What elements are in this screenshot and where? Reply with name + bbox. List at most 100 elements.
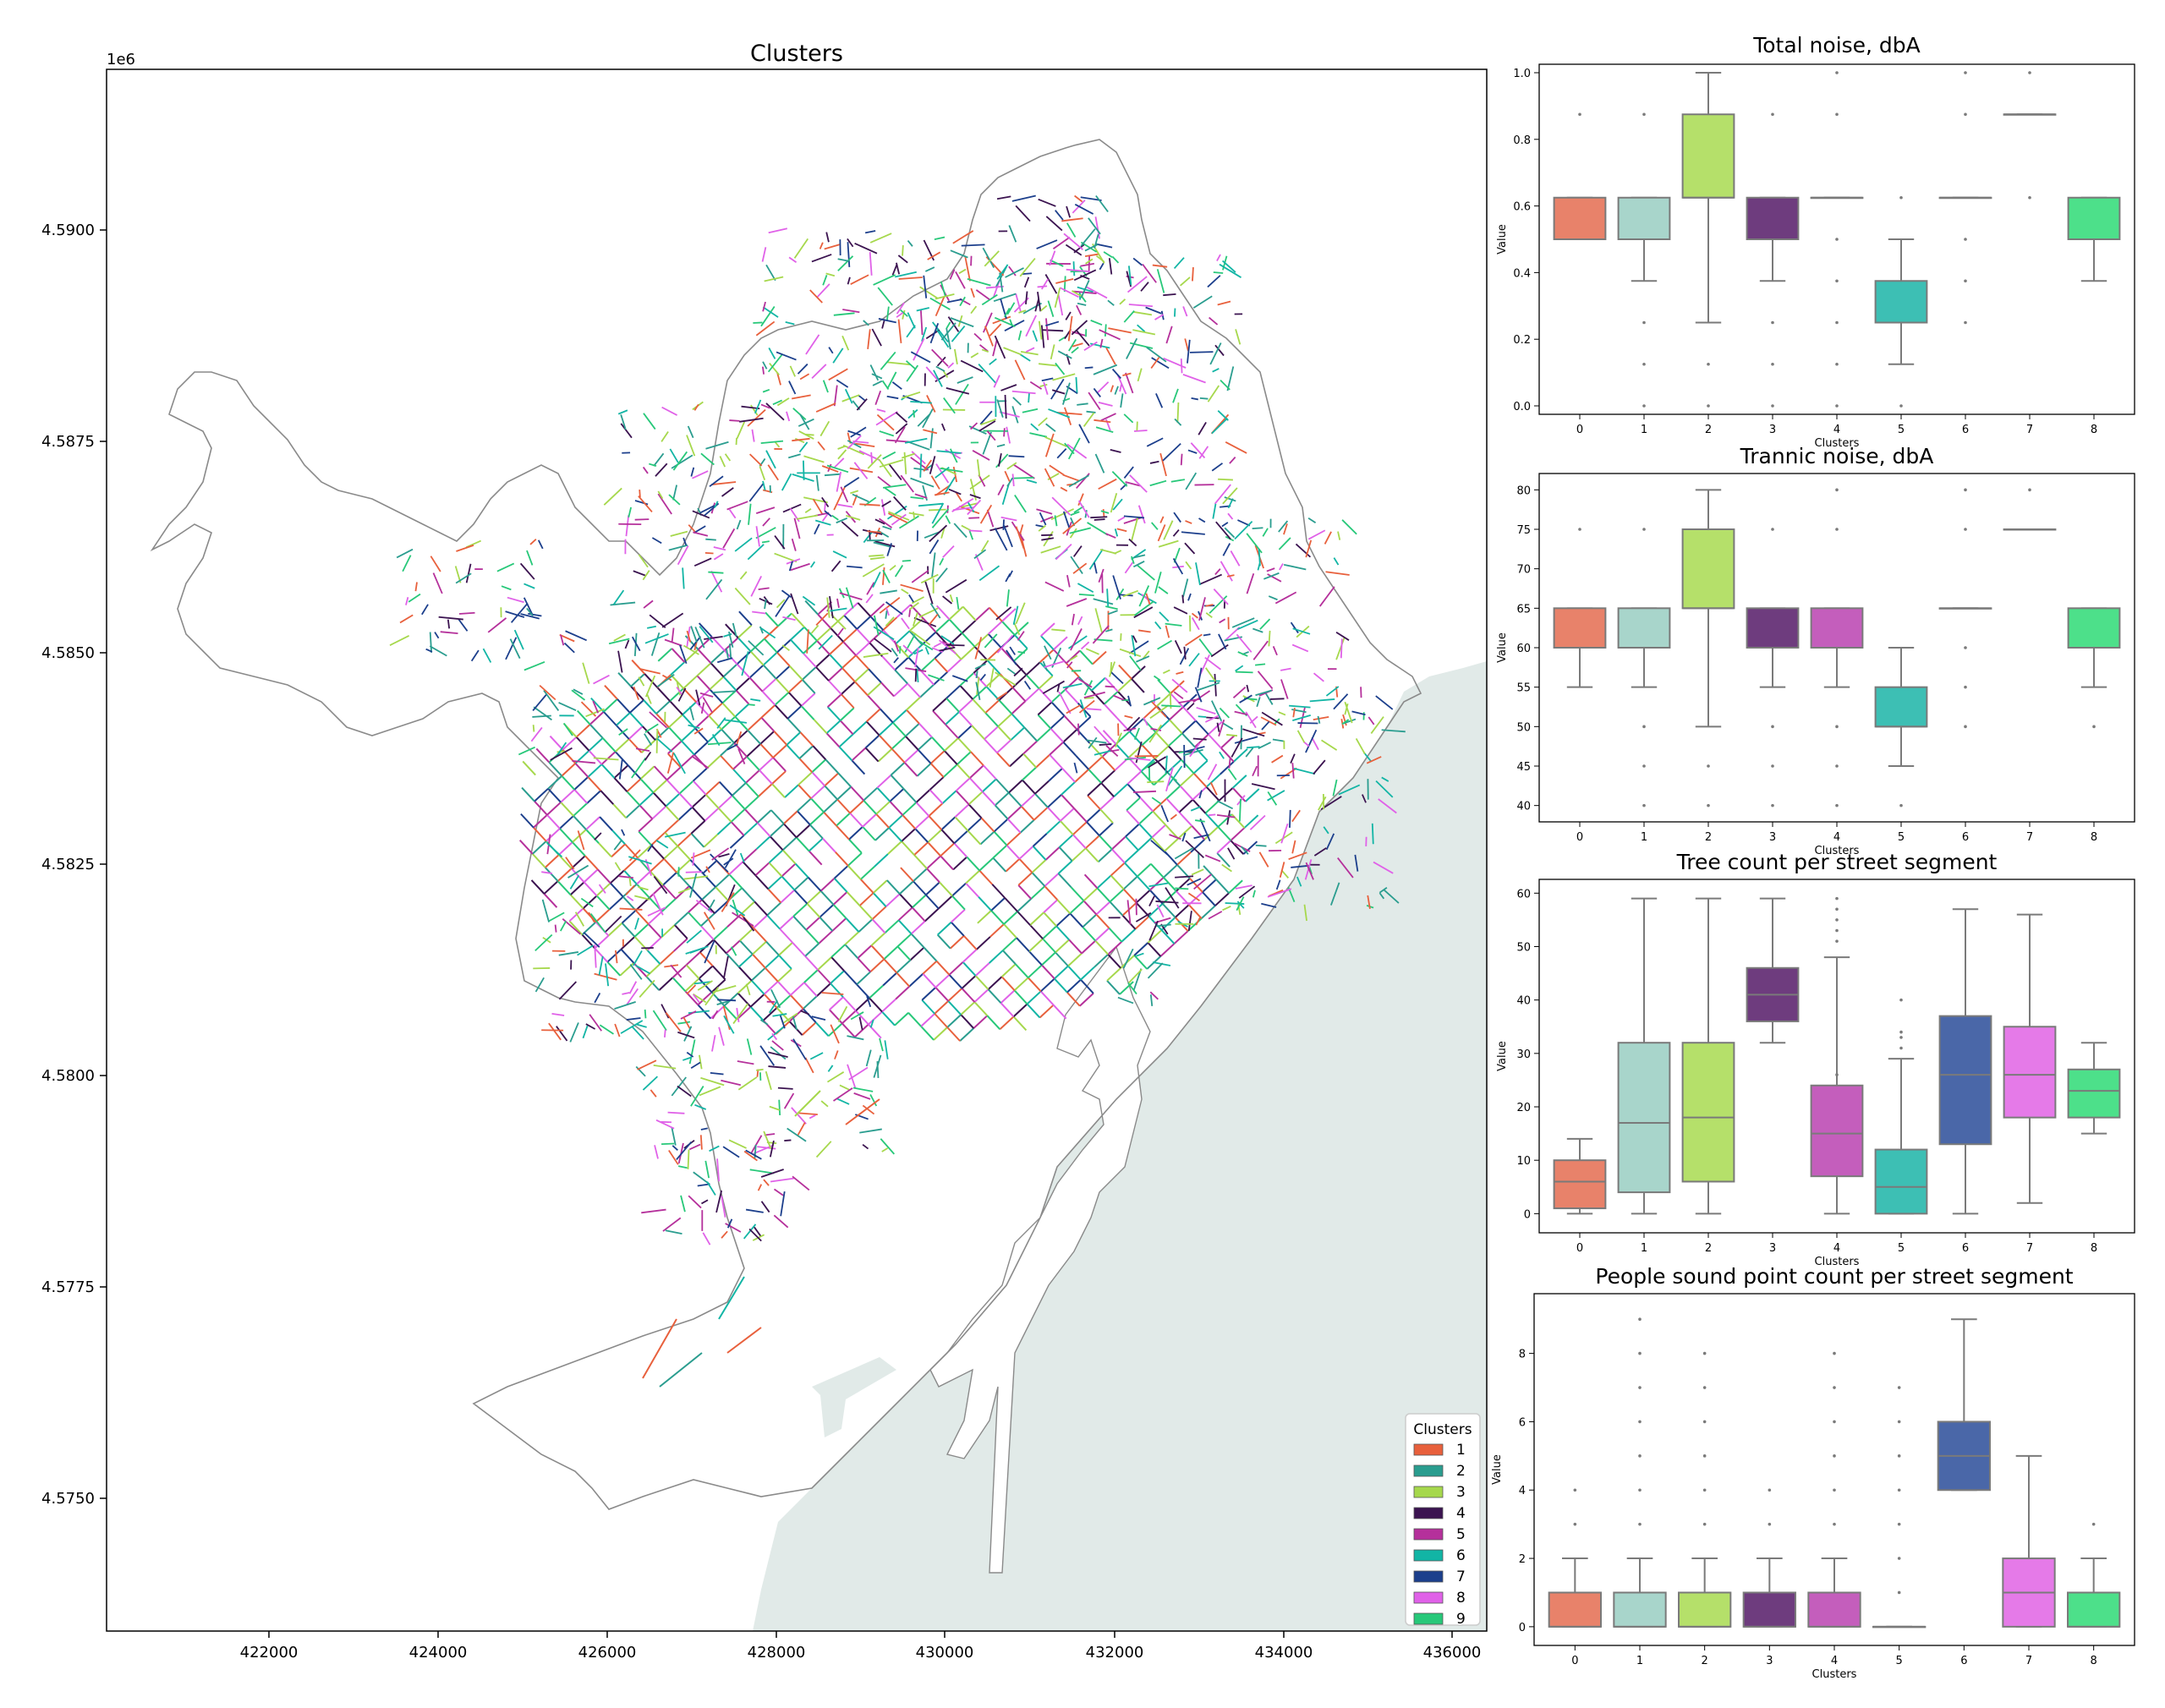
- street-segment: [688, 885, 703, 901]
- street-segment: [879, 430, 895, 437]
- street-segment: [815, 666, 830, 682]
- street-segment: [526, 550, 534, 566]
- street-segment: [773, 731, 788, 746]
- street-segment: [583, 881, 598, 897]
- street-segment: [1091, 676, 1106, 692]
- x-tick-label: 0: [1576, 831, 1583, 844]
- street-segment: [1149, 460, 1159, 464]
- street-segment: [1151, 522, 1159, 530]
- street-segment: [620, 949, 635, 964]
- street-segment: [890, 762, 906, 776]
- street-segment: [671, 1145, 678, 1152]
- box: [1874, 280, 1928, 324]
- street-segment: [677, 832, 693, 847]
- street-segment: [1000, 516, 1017, 522]
- street-segment: [975, 289, 990, 300]
- street-segment: [678, 780, 694, 795]
- street-segment: [1291, 840, 1296, 854]
- street-segment: [726, 648, 729, 659]
- street-segment: [1036, 239, 1058, 249]
- street-segment: [699, 626, 714, 643]
- street-segment: [612, 589, 625, 605]
- street-segment: [837, 258, 849, 262]
- street-segment: [1134, 916, 1150, 930]
- street-segment: [1019, 353, 1031, 362]
- street-segment: [399, 614, 414, 624]
- street-segment: [1195, 917, 1201, 926]
- street-segment: [1157, 524, 1166, 542]
- street-segment: [837, 445, 846, 450]
- street-segment: [1070, 556, 1083, 575]
- street-segment: [652, 791, 667, 807]
- street-segment: [1072, 545, 1082, 557]
- street-segment: [619, 962, 635, 977]
- street-segment: [771, 1032, 778, 1041]
- street-segment: [1128, 968, 1143, 983]
- street-segment: [1013, 477, 1034, 479]
- street-segment: [608, 895, 624, 911]
- flier-point: [1899, 998, 1903, 1002]
- street-segment: [631, 660, 645, 675]
- street-segment: [1022, 779, 1036, 795]
- street-segment: [916, 668, 919, 683]
- street-segment: [1278, 711, 1286, 716]
- street-segment: [1077, 583, 1094, 594]
- street-segment: [1061, 217, 1083, 222]
- street-segment: [1013, 622, 1021, 636]
- street-segment: [881, 1147, 889, 1152]
- street-segment: [1077, 678, 1093, 688]
- street-segment: [1151, 836, 1165, 852]
- street-segment: [1030, 423, 1039, 431]
- street-segment: [1132, 329, 1156, 336]
- flier-point: [1899, 803, 1903, 807]
- street-segment: [655, 840, 669, 849]
- street-segment: [783, 1092, 795, 1109]
- street-segment: [1014, 634, 1028, 649]
- street-segment: [569, 874, 580, 890]
- street-segment: [913, 512, 916, 519]
- street-segment: [1017, 898, 1032, 912]
- legend-swatch: [1413, 1464, 1444, 1477]
- street-segment: [565, 630, 588, 642]
- street-segment: [790, 626, 805, 641]
- street-segment: [817, 614, 831, 629]
- street-segment: [902, 802, 918, 816]
- legend-title: Clusters: [1413, 1421, 1472, 1438]
- street-segment: [1049, 741, 1065, 756]
- street-segment: [857, 957, 871, 973]
- street-segment: [1097, 381, 1110, 393]
- street-segment: [841, 1022, 856, 1038]
- street-segment: [1234, 710, 1248, 716]
- street-segment: [910, 351, 931, 364]
- street-segment: [721, 487, 734, 497]
- x-tick-label: 2: [1705, 831, 1712, 844]
- street-segment: [1015, 526, 1025, 550]
- street-segment: [1133, 727, 1140, 740]
- street-segment: [744, 808, 759, 824]
- street-segment: [1187, 339, 1191, 364]
- box-cluster-8: [2067, 1522, 2121, 1628]
- street-segment: [765, 402, 785, 421]
- box-cluster-0: [1553, 528, 1607, 688]
- flier-point: [1771, 725, 1774, 729]
- street-segment: [692, 510, 710, 519]
- street-segment: [935, 365, 945, 372]
- flier-point: [1835, 488, 1839, 492]
- street-segment: [689, 859, 704, 874]
- street-segment: [1222, 543, 1231, 556]
- y-tick-label: 0.4: [1513, 267, 1531, 280]
- street-segment: [1127, 982, 1137, 995]
- street-segment: [1140, 282, 1149, 292]
- street-segment: [1051, 496, 1072, 516]
- street-segment: [1221, 863, 1232, 873]
- street-segment: [1267, 573, 1282, 583]
- street-segment: [815, 402, 836, 413]
- street-segment: [929, 508, 946, 512]
- box: [1938, 1015, 1992, 1146]
- street-segment: [863, 320, 869, 326]
- street-segment: [639, 860, 650, 872]
- street-segment: [1014, 359, 1026, 380]
- street-segment: [713, 939, 727, 955]
- street-segment: [1122, 948, 1134, 969]
- street-segment: [772, 744, 787, 758]
